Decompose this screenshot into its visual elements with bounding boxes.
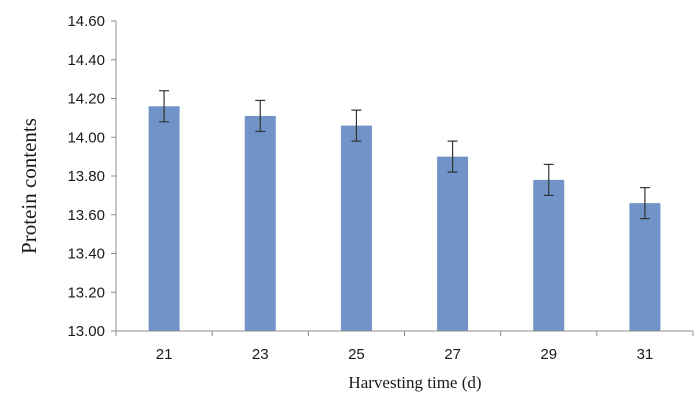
x-tick-label: 25 [348,346,365,363]
y-axis-title: Protein contents [17,118,41,254]
bar [244,115,276,331]
x-tick-label: 27 [444,346,461,363]
bars [148,106,661,331]
y-tick-label: 13.60 [67,207,105,224]
error-bars [159,90,650,220]
bar [437,156,469,331]
y-tick-label: 14.00 [67,129,105,146]
y-axis-ticks: 13.00 13.20 13.40 13.60 13.80 14.00 14.20 14.40… [67,13,116,340]
x-tick-label: 31 [637,346,654,363]
x-tick-label: 29 [540,346,557,363]
y-tick-label: 14.60 [67,13,105,30]
x-axis-title: Harvesting time (d) [348,373,481,392]
y-tick-label: 13.40 [67,246,105,263]
y-tick-label: 14.20 [67,91,105,108]
bar [629,203,661,331]
x-tick-label: 23 [252,346,269,363]
y-tick-label: 13.80 [67,168,105,185]
y-tick-label: 13.00 [67,323,105,340]
x-tick-label: 21 [156,346,173,363]
bar [148,106,180,331]
bar [533,179,565,331]
bar [340,125,372,331]
y-tick-label: 14.40 [67,52,105,69]
y-tick-label: 13.20 [67,284,105,301]
x-axis-ticks: 21 23 25 27 29 31 [115,331,694,363]
